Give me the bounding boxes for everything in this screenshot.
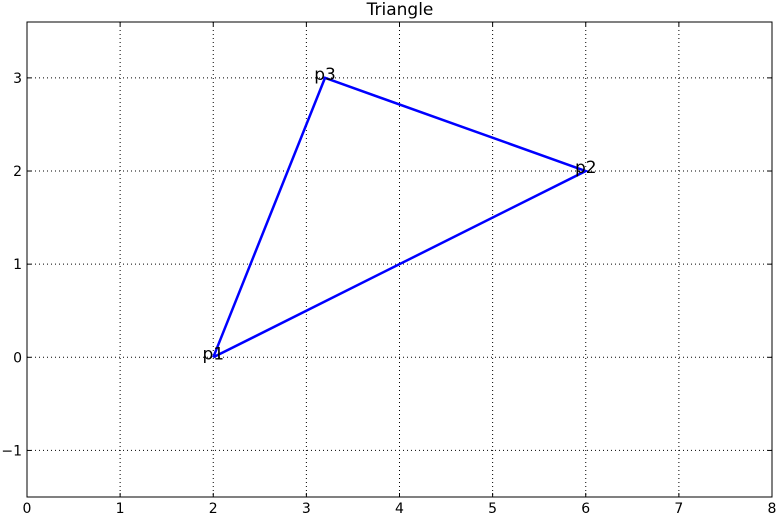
point-label-p2: p2 bbox=[575, 158, 597, 178]
x-tick-label: 4 bbox=[395, 501, 404, 515]
x-tick-label: 8 bbox=[768, 501, 777, 515]
point-label-p3: p3 bbox=[314, 65, 336, 85]
y-tick-label: 0 bbox=[13, 350, 22, 366]
point-label-p1: p1 bbox=[202, 344, 224, 364]
x-tick-label: 5 bbox=[488, 501, 497, 515]
triangle-line bbox=[212, 76, 589, 359]
grid bbox=[27, 22, 772, 497]
x-tick-label: 0 bbox=[23, 501, 32, 515]
y-tick-label: 2 bbox=[13, 164, 22, 180]
x-tick-label: 7 bbox=[674, 501, 683, 515]
plot-area: p1 p2 p3 bbox=[202, 65, 596, 364]
chart-title: Triangle bbox=[366, 0, 434, 20]
x-tick-label: 1 bbox=[116, 501, 125, 515]
y-tick-label: 1 bbox=[13, 257, 22, 273]
x-tick-label: 3 bbox=[302, 501, 311, 515]
axis-ticks: 0 1 2 3 4 5 6 7 8 −1 0 1 2 3 bbox=[1, 22, 777, 517]
x-tick-label: 6 bbox=[581, 501, 590, 515]
axes-frame bbox=[26, 21, 773, 498]
y-tick-label: 3 bbox=[13, 71, 22, 87]
x-tick-label: 2 bbox=[209, 501, 218, 515]
y-tick-label: −1 bbox=[1, 443, 22, 459]
